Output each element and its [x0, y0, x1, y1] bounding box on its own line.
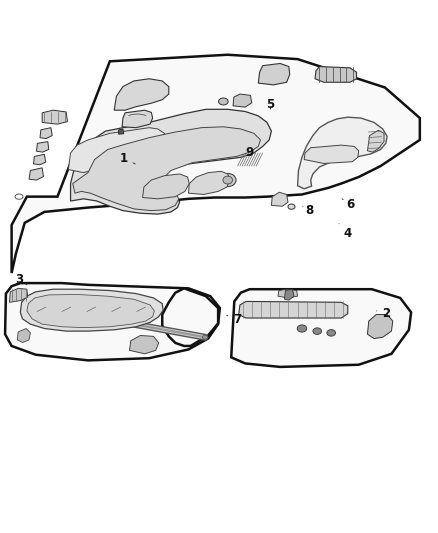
- Polygon shape: [315, 67, 357, 82]
- Text: 7: 7: [227, 313, 241, 326]
- Polygon shape: [278, 289, 297, 298]
- Polygon shape: [119, 129, 124, 134]
- Ellipse shape: [202, 335, 208, 339]
- Ellipse shape: [327, 329, 336, 336]
- Ellipse shape: [288, 204, 295, 209]
- Polygon shape: [114, 79, 169, 110]
- Ellipse shape: [313, 328, 321, 334]
- Text: 9: 9: [245, 146, 254, 159]
- Polygon shape: [143, 174, 189, 199]
- Polygon shape: [231, 289, 411, 367]
- Polygon shape: [233, 94, 252, 107]
- Polygon shape: [33, 154, 46, 165]
- Polygon shape: [297, 117, 387, 189]
- Polygon shape: [258, 63, 290, 85]
- Polygon shape: [122, 110, 152, 128]
- Ellipse shape: [121, 320, 127, 325]
- Text: 2: 2: [377, 307, 390, 320]
- Text: 6: 6: [342, 198, 354, 211]
- Text: 8: 8: [303, 204, 314, 217]
- Polygon shape: [68, 128, 167, 173]
- Text: 5: 5: [266, 98, 275, 110]
- Polygon shape: [42, 110, 67, 124]
- Polygon shape: [27, 294, 154, 328]
- Ellipse shape: [297, 325, 307, 332]
- Text: 1: 1: [120, 152, 135, 165]
- Polygon shape: [29, 168, 43, 180]
- Polygon shape: [17, 328, 30, 343]
- Polygon shape: [272, 192, 288, 206]
- Polygon shape: [73, 127, 261, 211]
- Polygon shape: [10, 288, 28, 302]
- Polygon shape: [5, 283, 220, 360]
- Polygon shape: [367, 314, 393, 338]
- Text: 4: 4: [339, 224, 352, 240]
- Polygon shape: [20, 289, 163, 331]
- Ellipse shape: [219, 98, 228, 105]
- Polygon shape: [239, 302, 348, 318]
- Ellipse shape: [219, 174, 236, 187]
- Polygon shape: [285, 289, 294, 300]
- Polygon shape: [304, 145, 359, 164]
- Polygon shape: [367, 130, 384, 152]
- Polygon shape: [36, 142, 49, 152]
- Polygon shape: [188, 171, 230, 195]
- Polygon shape: [130, 335, 159, 354]
- Text: 3: 3: [15, 273, 27, 286]
- Polygon shape: [162, 288, 218, 346]
- Polygon shape: [12, 55, 420, 273]
- Polygon shape: [71, 109, 272, 214]
- Ellipse shape: [223, 176, 233, 184]
- Polygon shape: [40, 128, 52, 139]
